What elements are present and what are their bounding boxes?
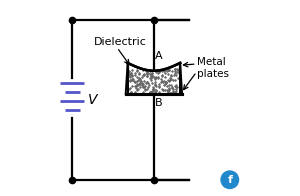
Text: Metal
plates: Metal plates [197,57,229,79]
Text: B: B [155,98,163,108]
Text: Dielectric: Dielectric [94,37,146,47]
Text: V: V [88,93,97,107]
Circle shape [221,171,238,189]
Polygon shape [126,63,182,94]
Text: f: f [227,175,232,185]
Text: A: A [155,51,163,61]
